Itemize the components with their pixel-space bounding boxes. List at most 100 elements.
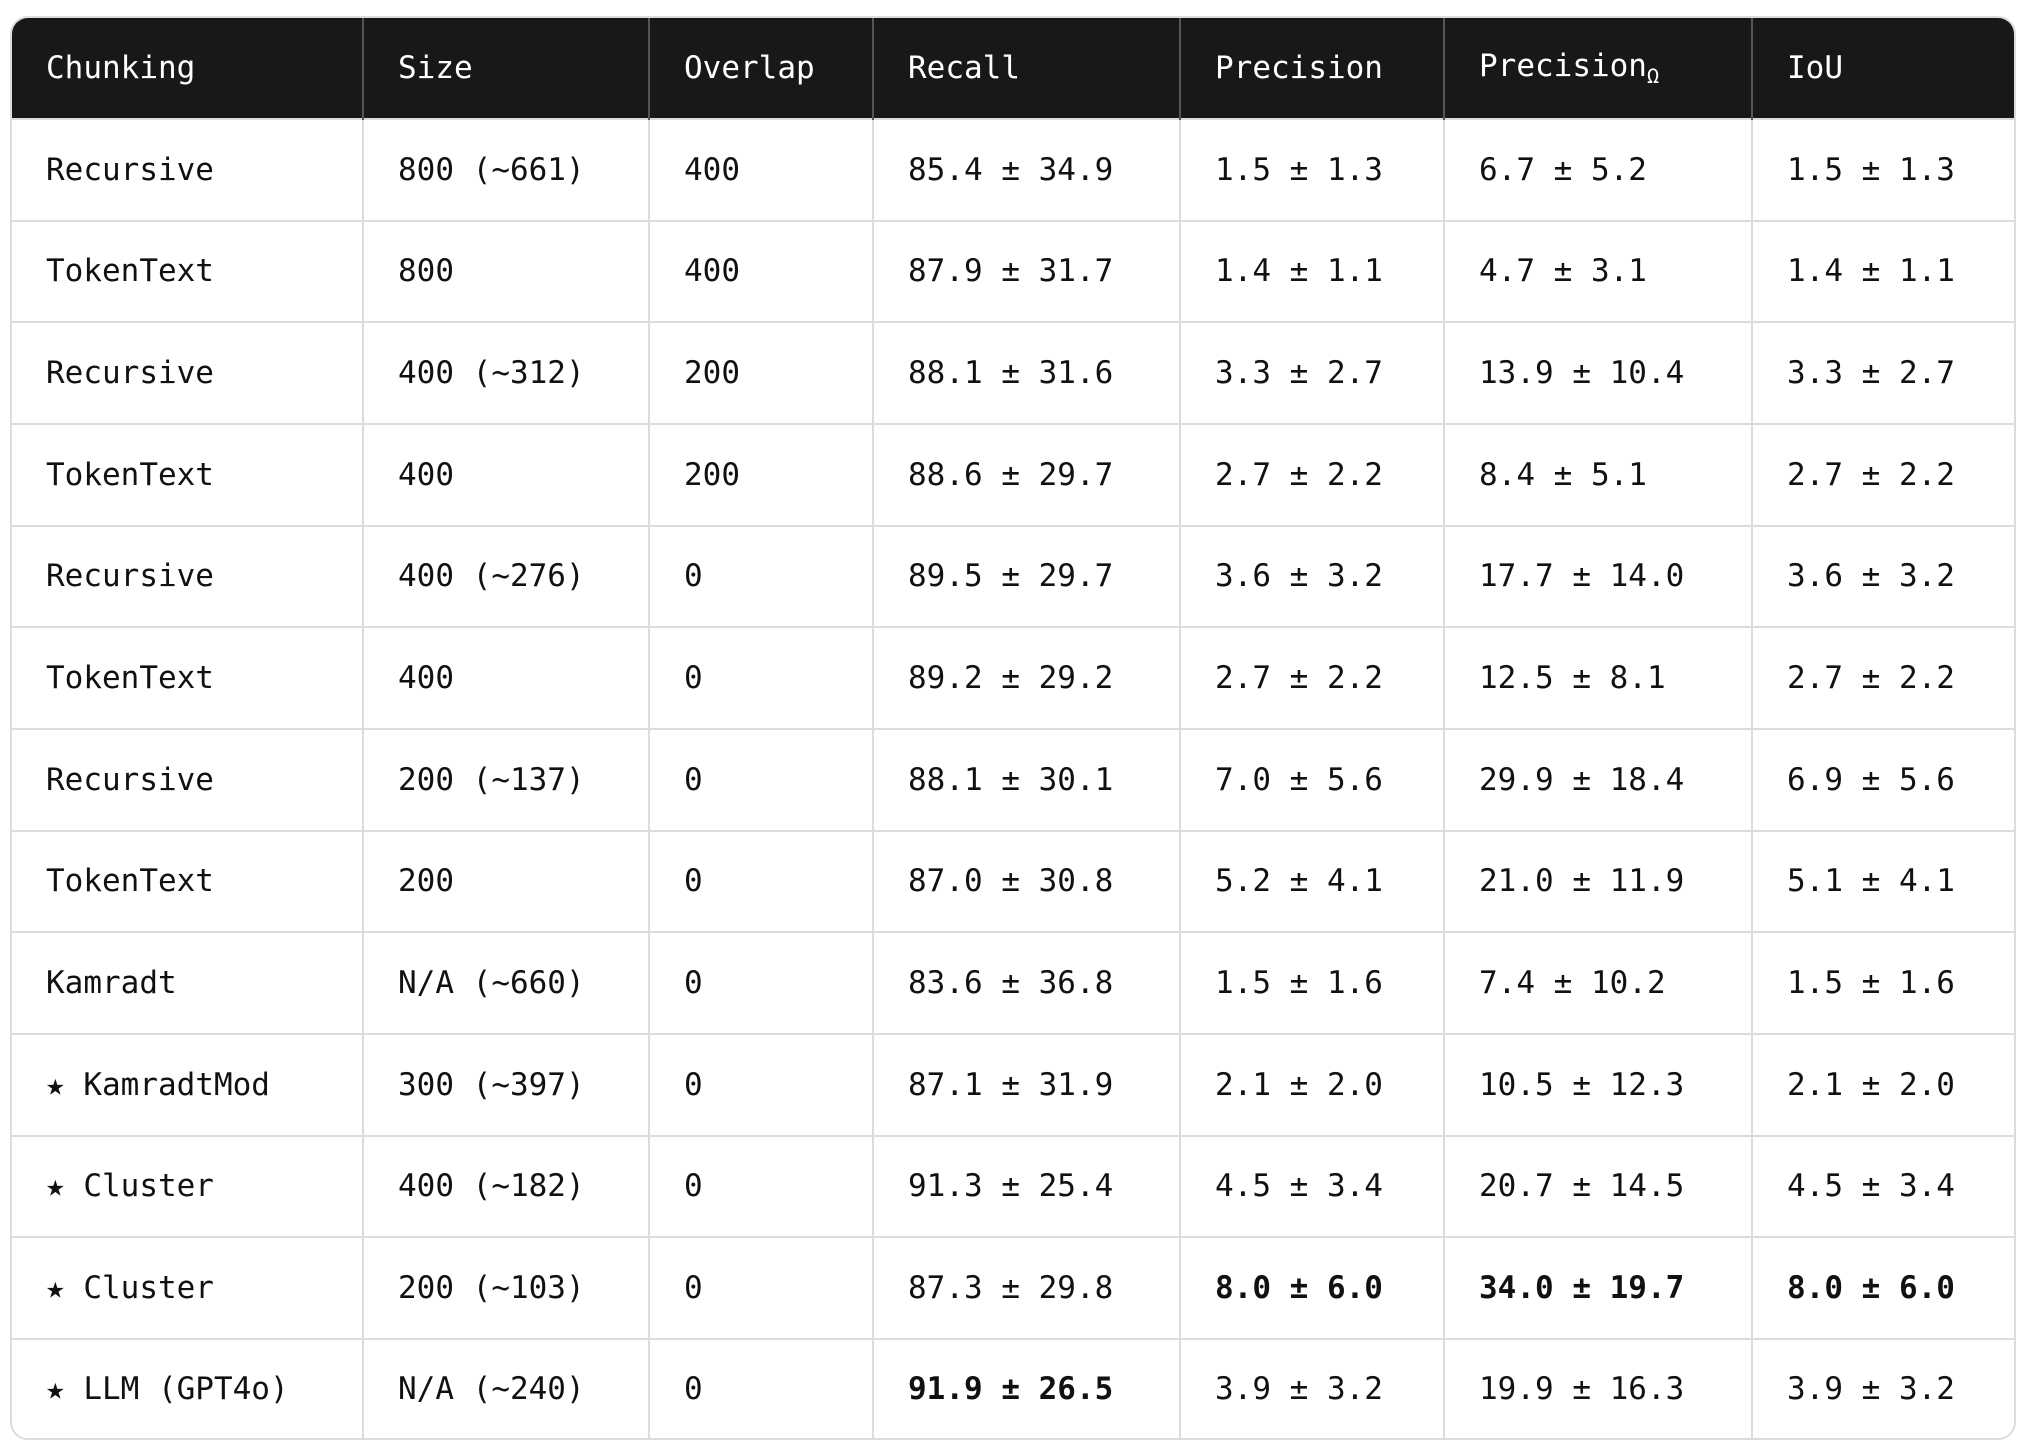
table-cell: 0 [648, 829, 873, 933]
table-row: TokenText 800 400 87.9 ± 31.7 1.4 ± 1.1 4.7 ±… [12, 219, 2014, 323]
table-cell: ★ Cluster [12, 1236, 363, 1339]
table-cell: 89.5 ± 29.7 [872, 524, 1180, 628]
table-cell: 2.1 ± 2.0 [1179, 1032, 1444, 1136]
table-row: Recursive 200 (~137) 0 88.1 ± 30.1 7.0 ± 5.6… [12, 727, 2014, 831]
table-cell: 85.4 ± 34.9 [872, 118, 1180, 221]
column-header: PrecisionΩ [1443, 18, 1752, 119]
column-title: IoU [1787, 50, 1843, 86]
table-cell: 89.2 ± 29.2 [872, 626, 1180, 729]
column-header: IoU [1751, 18, 2014, 119]
table-cell: 88.1 ± 31.6 [872, 321, 1180, 424]
table-cell: 0 [648, 1032, 873, 1136]
table-cell: 13.9 ± 10.4 [1443, 321, 1752, 424]
table-cell: TokenText [12, 219, 363, 323]
table-row: Recursive 800 (~661) 400 85.4 ± 34.9 1.5 ± 1… [12, 118, 2014, 221]
column-title: Precision [1215, 50, 1383, 86]
table-cell: 87.3 ± 29.8 [872, 1236, 1180, 1339]
column-title: Chunking [46, 50, 196, 86]
table-cell: 6.9 ± 5.6 [1751, 727, 2014, 831]
table-cell: 200 (~103) [362, 1236, 649, 1339]
table-cell: 0 [648, 931, 873, 1034]
table-cell: 3.9 ± 3.2 [1179, 1337, 1444, 1438]
column-header: Precision [1179, 18, 1444, 119]
table-cell: 87.9 ± 31.7 [872, 219, 1180, 323]
column-title: Overlap [684, 50, 815, 86]
column-header: Overlap [648, 18, 873, 119]
table-cell: 8.0 ± 6.0 [1179, 1236, 1444, 1339]
table-row: TokenText 200 0 87.0 ± 30.8 5.2 ± 4.1 21.0 ± … [12, 829, 2014, 933]
column-header: Size [362, 18, 649, 119]
column-title: Size [398, 50, 473, 86]
table-cell: 400 (~182) [362, 1134, 649, 1238]
table-cell: 3.6 ± 3.2 [1751, 524, 2014, 628]
table-cell: 0 [648, 727, 873, 831]
table-cell: 1.4 ± 1.1 [1751, 219, 2014, 323]
table-cell: 6.7 ± 5.2 [1443, 118, 1752, 221]
table-cell: 5.1 ± 4.1 [1751, 829, 2014, 933]
table-cell: 400 [648, 118, 873, 221]
table-cell: Recursive [12, 118, 363, 221]
table-cell: 1.4 ± 1.1 [1179, 219, 1444, 323]
table-cell: N/A (~240) [362, 1337, 649, 1438]
table-cell: 83.6 ± 36.8 [872, 931, 1180, 1034]
results-table: Chunking Size Overlap Recall Precision Precis… [12, 18, 2014, 1438]
table-cell: 91.3 ± 25.4 [872, 1134, 1180, 1238]
table-cell: 800 (~661) [362, 118, 649, 221]
table-cell: 87.1 ± 31.9 [872, 1032, 1180, 1136]
table-cell: 4.5 ± 3.4 [1179, 1134, 1444, 1238]
table-cell: 8.0 ± 6.0 [1751, 1236, 2014, 1339]
table-cell: Recursive [12, 524, 363, 628]
table-row: ★ Cluster 200 (~103) 0 87.3 ± 29.8 8.0 ± 6.0… [12, 1236, 2014, 1339]
table-cell: N/A (~660) [362, 931, 649, 1034]
table-cell: 200 [362, 829, 649, 933]
table-cell: 400 (~276) [362, 524, 649, 628]
table-cell: 2.7 ± 2.2 [1179, 626, 1444, 729]
table-frame: Chunking Size Overlap Recall Precision Precis… [10, 16, 2016, 1440]
table-cell: 7.4 ± 10.2 [1443, 931, 1752, 1034]
table-cell: 200 [648, 321, 873, 424]
table-row: Recursive 400 (~276) 0 89.5 ± 29.7 3.6 ± 3.2… [12, 524, 2014, 628]
table-cell: ★ LLM (GPT4o) [12, 1337, 363, 1438]
table-row: TokenText 400 200 88.6 ± 29.7 2.7 ± 2.2 8.4 ±… [12, 422, 2014, 526]
table-body: Recursive 800 (~661) 400 85.4 ± 34.9 1.5 ± 1… [12, 118, 2014, 1438]
table-cell: 1.5 ± 1.6 [1179, 931, 1444, 1034]
table-cell: TokenText [12, 829, 363, 933]
header-row: Chunking Size Overlap Recall Precision Precis… [12, 18, 2014, 119]
table-cell: 34.0 ± 19.7 [1443, 1236, 1752, 1339]
table-cell: 2.7 ± 2.2 [1751, 626, 2014, 729]
table-row: Recursive 400 (~312) 200 88.1 ± 31.6 3.3 ± 2… [12, 321, 2014, 424]
table-row: ★ KamradtMod 300 (~397) 0 87.1 ± 31.9 2.1 ± … [12, 1032, 2014, 1136]
table-cell: 88.1 ± 30.1 [872, 727, 1180, 831]
table-cell: 88.6 ± 29.7 [872, 422, 1180, 526]
table-cell: 3.9 ± 3.2 [1751, 1337, 2014, 1438]
table-cell: Recursive [12, 321, 363, 424]
table-cell: 0 [648, 524, 873, 628]
table-cell: 8.4 ± 5.1 [1443, 422, 1752, 526]
table-cell: 20.7 ± 14.5 [1443, 1134, 1752, 1238]
table-cell: 1.5 ± 1.3 [1179, 118, 1444, 221]
table-cell: 29.9 ± 18.4 [1443, 727, 1752, 831]
table-cell: 200 (~137) [362, 727, 649, 831]
table-cell: 0 [648, 1236, 873, 1339]
column-subscript: Ω [1646, 64, 1660, 89]
table-cell: 400 [362, 626, 649, 729]
table-cell: 1.5 ± 1.3 [1751, 118, 2014, 221]
table-cell: 400 [648, 219, 873, 323]
column-title: Precision [1479, 47, 1647, 84]
table-cell: 2.7 ± 2.2 [1751, 422, 2014, 526]
table-cell: 400 (~312) [362, 321, 649, 424]
table-cell: 10.5 ± 12.3 [1443, 1032, 1752, 1136]
table-cell: ★ Cluster [12, 1134, 363, 1238]
table-row: TokenText 400 0 89.2 ± 29.2 2.7 ± 2.2 12.5 ± … [12, 626, 2014, 729]
table-cell: 2.7 ± 2.2 [1179, 422, 1444, 526]
table-cell: ★ KamradtMod [12, 1032, 363, 1136]
table-cell: 0 [648, 626, 873, 729]
table-cell: TokenText [12, 626, 363, 729]
table-cell: 7.0 ± 5.6 [1179, 727, 1444, 831]
table-cell: 400 [362, 422, 649, 526]
table-cell: 4.7 ± 3.1 [1443, 219, 1752, 323]
table-cell: 2.1 ± 2.0 [1751, 1032, 2014, 1136]
table-cell: 21.0 ± 11.9 [1443, 829, 1752, 933]
column-header: Recall [872, 18, 1180, 119]
